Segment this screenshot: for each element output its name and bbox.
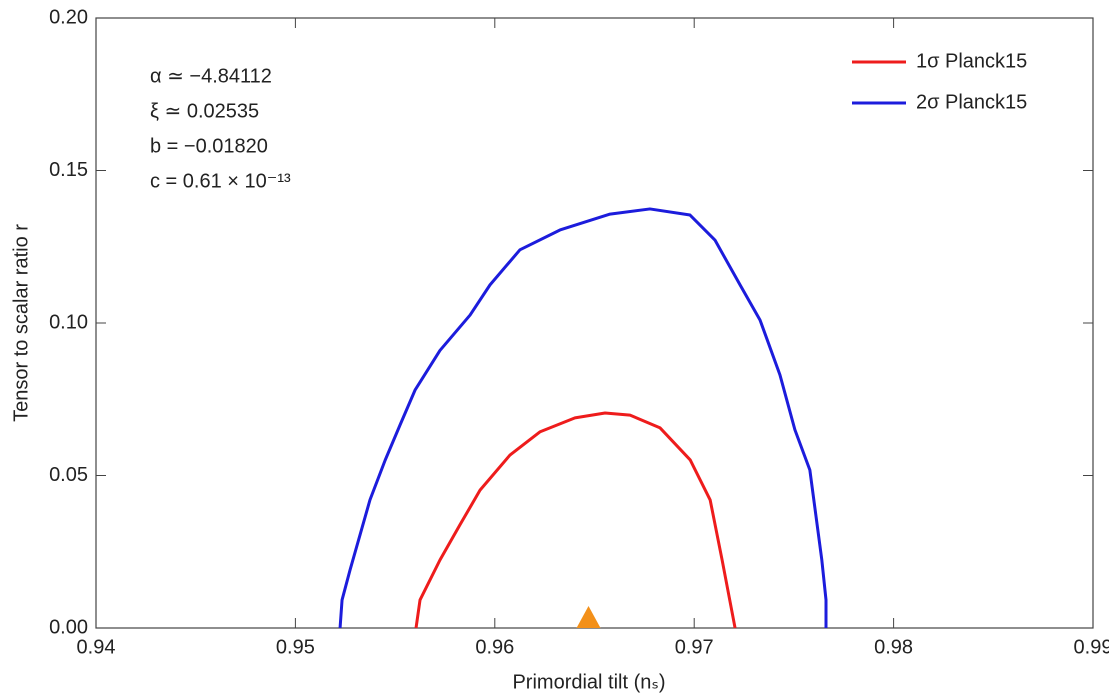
legend-label: 2σ Planck15 bbox=[916, 91, 1027, 113]
annotation: ξ ≃ 0.02535 bbox=[150, 100, 259, 122]
y-tick-label: 0.15 bbox=[49, 159, 88, 181]
x-tick-label: 0.97 bbox=[675, 636, 714, 658]
legend-label: 1σ Planck15 bbox=[916, 50, 1027, 72]
annotation: α ≃ −4.84112 bbox=[150, 65, 272, 87]
marker bbox=[576, 606, 601, 628]
x-tick-label: 0.94 bbox=[77, 636, 116, 658]
x-axis-label: Primordial tilt (nₛ) bbox=[512, 671, 665, 693]
x-tick-label: 0.95 bbox=[276, 636, 315, 658]
x-tick-label: 0.98 bbox=[874, 636, 913, 658]
contour-line bbox=[414, 411, 737, 629]
annotation: c = 0.61 × 10⁻¹³ bbox=[150, 170, 291, 192]
y-axis-label: Tensor to scalar ratio r bbox=[10, 224, 32, 422]
y-tick-label: 0.00 bbox=[49, 616, 88, 638]
contour-line bbox=[338, 207, 828, 629]
y-tick-label: 0.05 bbox=[49, 464, 88, 486]
y-tick-label: 0.20 bbox=[49, 6, 88, 28]
x-tick-label: 0.96 bbox=[475, 636, 514, 658]
y-tick-label: 0.10 bbox=[49, 311, 88, 333]
x-tick-label: 0.99 bbox=[1074, 636, 1109, 658]
annotation: b = −0.01820 bbox=[150, 135, 268, 157]
